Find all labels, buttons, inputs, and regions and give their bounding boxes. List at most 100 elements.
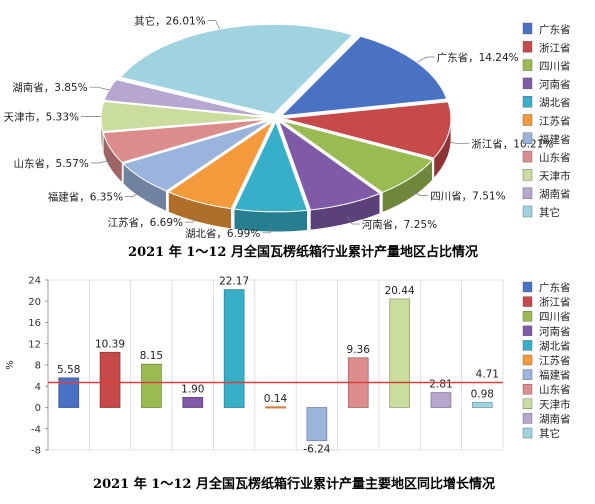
pie-legend-swatch-item-6: [522, 114, 533, 126]
pie-leader-line-item-7: [125, 190, 143, 197]
pie-leader-line-item-1: [416, 56, 435, 63]
bar-y-tick-label: 24: [28, 276, 41, 287]
bar-value-label-item-5: 22.17: [219, 276, 249, 288]
pie-legend-label-item-3: 四川省: [539, 60, 571, 73]
pie-leader-line-item-10: [89, 86, 110, 91]
bar-legend-label-item-2: 浙江省: [539, 296, 571, 309]
pie-leader-line-item-4: [346, 215, 360, 225]
bar-value-label-item-8: 9.36: [347, 344, 371, 356]
bar-legend-label-item-10: 湖南省: [539, 412, 571, 425]
bar-item-9: [389, 298, 411, 408]
bar-legend-label-item-11: 其它: [539, 427, 560, 440]
bar-item-2: [99, 351, 121, 408]
bar-item-1: [58, 377, 80, 408]
bar-y-tick-label: 20: [28, 297, 41, 308]
pie-legend-swatch-item-10: [522, 187, 533, 199]
pie-leader-line-item-5: [262, 223, 272, 234]
reference-line: 4.71: [48, 369, 503, 384]
bar-y-axis: -8 -4 0 4 8 12 16 20 24: [28, 276, 49, 457]
pie-slice-label-item-3: 四川省，7.51%: [430, 190, 505, 203]
bar-legend-label-item-5: 湖北省: [539, 339, 571, 352]
bar-value-label-item-9: 20.44: [385, 285, 415, 297]
bar-legend-label-item-9: 天津市: [539, 398, 571, 411]
bar-value-label-item-7: -6.24: [303, 444, 330, 456]
bar-y-tick-label: -4: [31, 424, 41, 435]
pie-legend-label-item-4: 河南省: [539, 78, 571, 91]
bar-y-tick-label: 12: [28, 339, 41, 350]
bar-legend-swatch-item-6: [522, 354, 533, 366]
bar-item-11: [471, 401, 493, 408]
pie-leader-line-item-2: [449, 142, 470, 145]
bar-legend-swatch-item-10: [522, 413, 533, 424]
pie-legend-swatch-item-2: [522, 41, 533, 53]
bar-legend-label-item-4: 河南省: [539, 325, 571, 338]
bar-legend-label-item-6: 江苏省: [539, 354, 571, 367]
pie-legend-label-item-1: 广东省: [539, 23, 571, 36]
pie-legend-label-item-8: 山东省: [539, 151, 571, 164]
bar-value-label-item-10: 2.81: [429, 379, 452, 391]
pie-slice-label-item-1: 广东省，14.24%: [437, 51, 519, 64]
bar-legend-swatch-item-11: [522, 427, 533, 439]
pie-slice-label-item-6: 江苏省，6.69%: [108, 216, 183, 229]
pie-legend-swatch-item-9: [522, 169, 533, 181]
bar-item-4: [182, 396, 204, 408]
pie-legend-swatch-item-3: [522, 59, 533, 71]
pie-legend-label-item-2: 浙江省: [539, 41, 571, 54]
bar-legend-swatch-item-3: [522, 311, 533, 322]
bar-legend-label-item-3: 四川省: [539, 310, 571, 323]
bar-value-label-item-6: 0.14: [264, 393, 288, 405]
bar-legend-label-item-8: 山东省: [539, 383, 571, 396]
pie-slice-label-item-5: 湖北省，6.99%: [185, 227, 260, 240]
pie-title: 2021 年 1～12 月全国瓦楞纸箱行业累计产量地区占比情况: [128, 244, 478, 260]
pie-leader-line-item-11: [207, 20, 220, 30]
bar-y-tick-label: 16: [28, 318, 41, 329]
bar-y-axis-label: %: [5, 360, 16, 370]
pie-slice-item-8: [102, 118, 270, 164]
bar-legend-swatch-item-4: [522, 325, 533, 336]
bar-y-tick-label: 4: [35, 382, 41, 393]
bar-item-10: [430, 392, 452, 408]
bar-legend-swatch-item-8: [522, 383, 533, 395]
pie-legend-swatch-item-4: [522, 77, 533, 90]
reference-line-label: 4.71: [476, 369, 499, 381]
pie-slice-label-item-11: 其它，26.01%: [134, 15, 206, 28]
bar-y-tick-label: 0: [35, 403, 41, 414]
pie-legend-label-item-9: 天津市: [539, 169, 571, 182]
bar-value-label-item-1: 5.58: [57, 364, 80, 376]
bar-legend-swatch-item-5: [522, 340, 533, 351]
bar-legend-label-item-7: 福建省: [539, 369, 571, 382]
pie-slice-label-item-4: 河南省，7.25%: [362, 218, 437, 231]
pie-slice-item-7: [122, 120, 271, 192]
pie-leader-line-item-3: [410, 189, 429, 196]
pie-leader-line-item-8: [90, 159, 111, 164]
pie-slice-label-item-8: 山东省，5.57%: [14, 157, 89, 170]
bar-item-7: [306, 407, 328, 442]
pie-legend-swatch-item-8: [522, 150, 533, 163]
pie-labels: 广东省，14.24% 浙江省，10.21% 四川省，7.51% 河南省，7.25% 湖北…: [4, 15, 554, 240]
pie-slice-label-item-10: 湖南省，3.85%: [12, 81, 87, 94]
pie-body: [100, 23, 452, 233]
bar-value-label-item-11: 0.98: [471, 388, 494, 400]
pie-legend-swatch-item-7: [522, 132, 533, 145]
pie-legend-label-item-10: 湖南省: [539, 188, 571, 201]
bar-title: 2021 年 1～12 月全国瓦楞纸箱行业累计产量主要地区同比增长情况: [93, 476, 495, 492]
bar-legend-swatch-item-7: [522, 369, 533, 380]
bar-chart: -8 -4 0 4 8 12 16 20 24 % 5.58 10.39 8.15 1.90 22.17…: [5, 276, 571, 493]
bar-item-5: [223, 289, 245, 408]
bar-y-tick-label: 8: [35, 361, 41, 372]
bar-value-label-item-2: 10.39: [95, 338, 125, 350]
bar-value-label-item-4: 1.90: [181, 383, 204, 395]
bar-legend-swatch-item-9: [522, 398, 533, 410]
pie-slice-item-5: [233, 120, 309, 213]
pie-legend-swatch-item-1: [522, 22, 533, 35]
pie-slice-item-2: [282, 101, 452, 159]
pie-slice-label-item-7: 福建省，6.35%: [48, 190, 123, 203]
bar-legend-swatch-item-1: [522, 281, 533, 293]
bar-legend-swatch-item-2: [522, 296, 533, 307]
bar-value-label-item-3: 8.15: [140, 350, 163, 362]
bar-item-6: [265, 406, 286, 409]
pie-legend-label-item-6: 江苏省: [539, 115, 571, 128]
pie-legend-label-item-5: 湖北省: [539, 96, 571, 109]
bar-item-3: [141, 363, 162, 408]
